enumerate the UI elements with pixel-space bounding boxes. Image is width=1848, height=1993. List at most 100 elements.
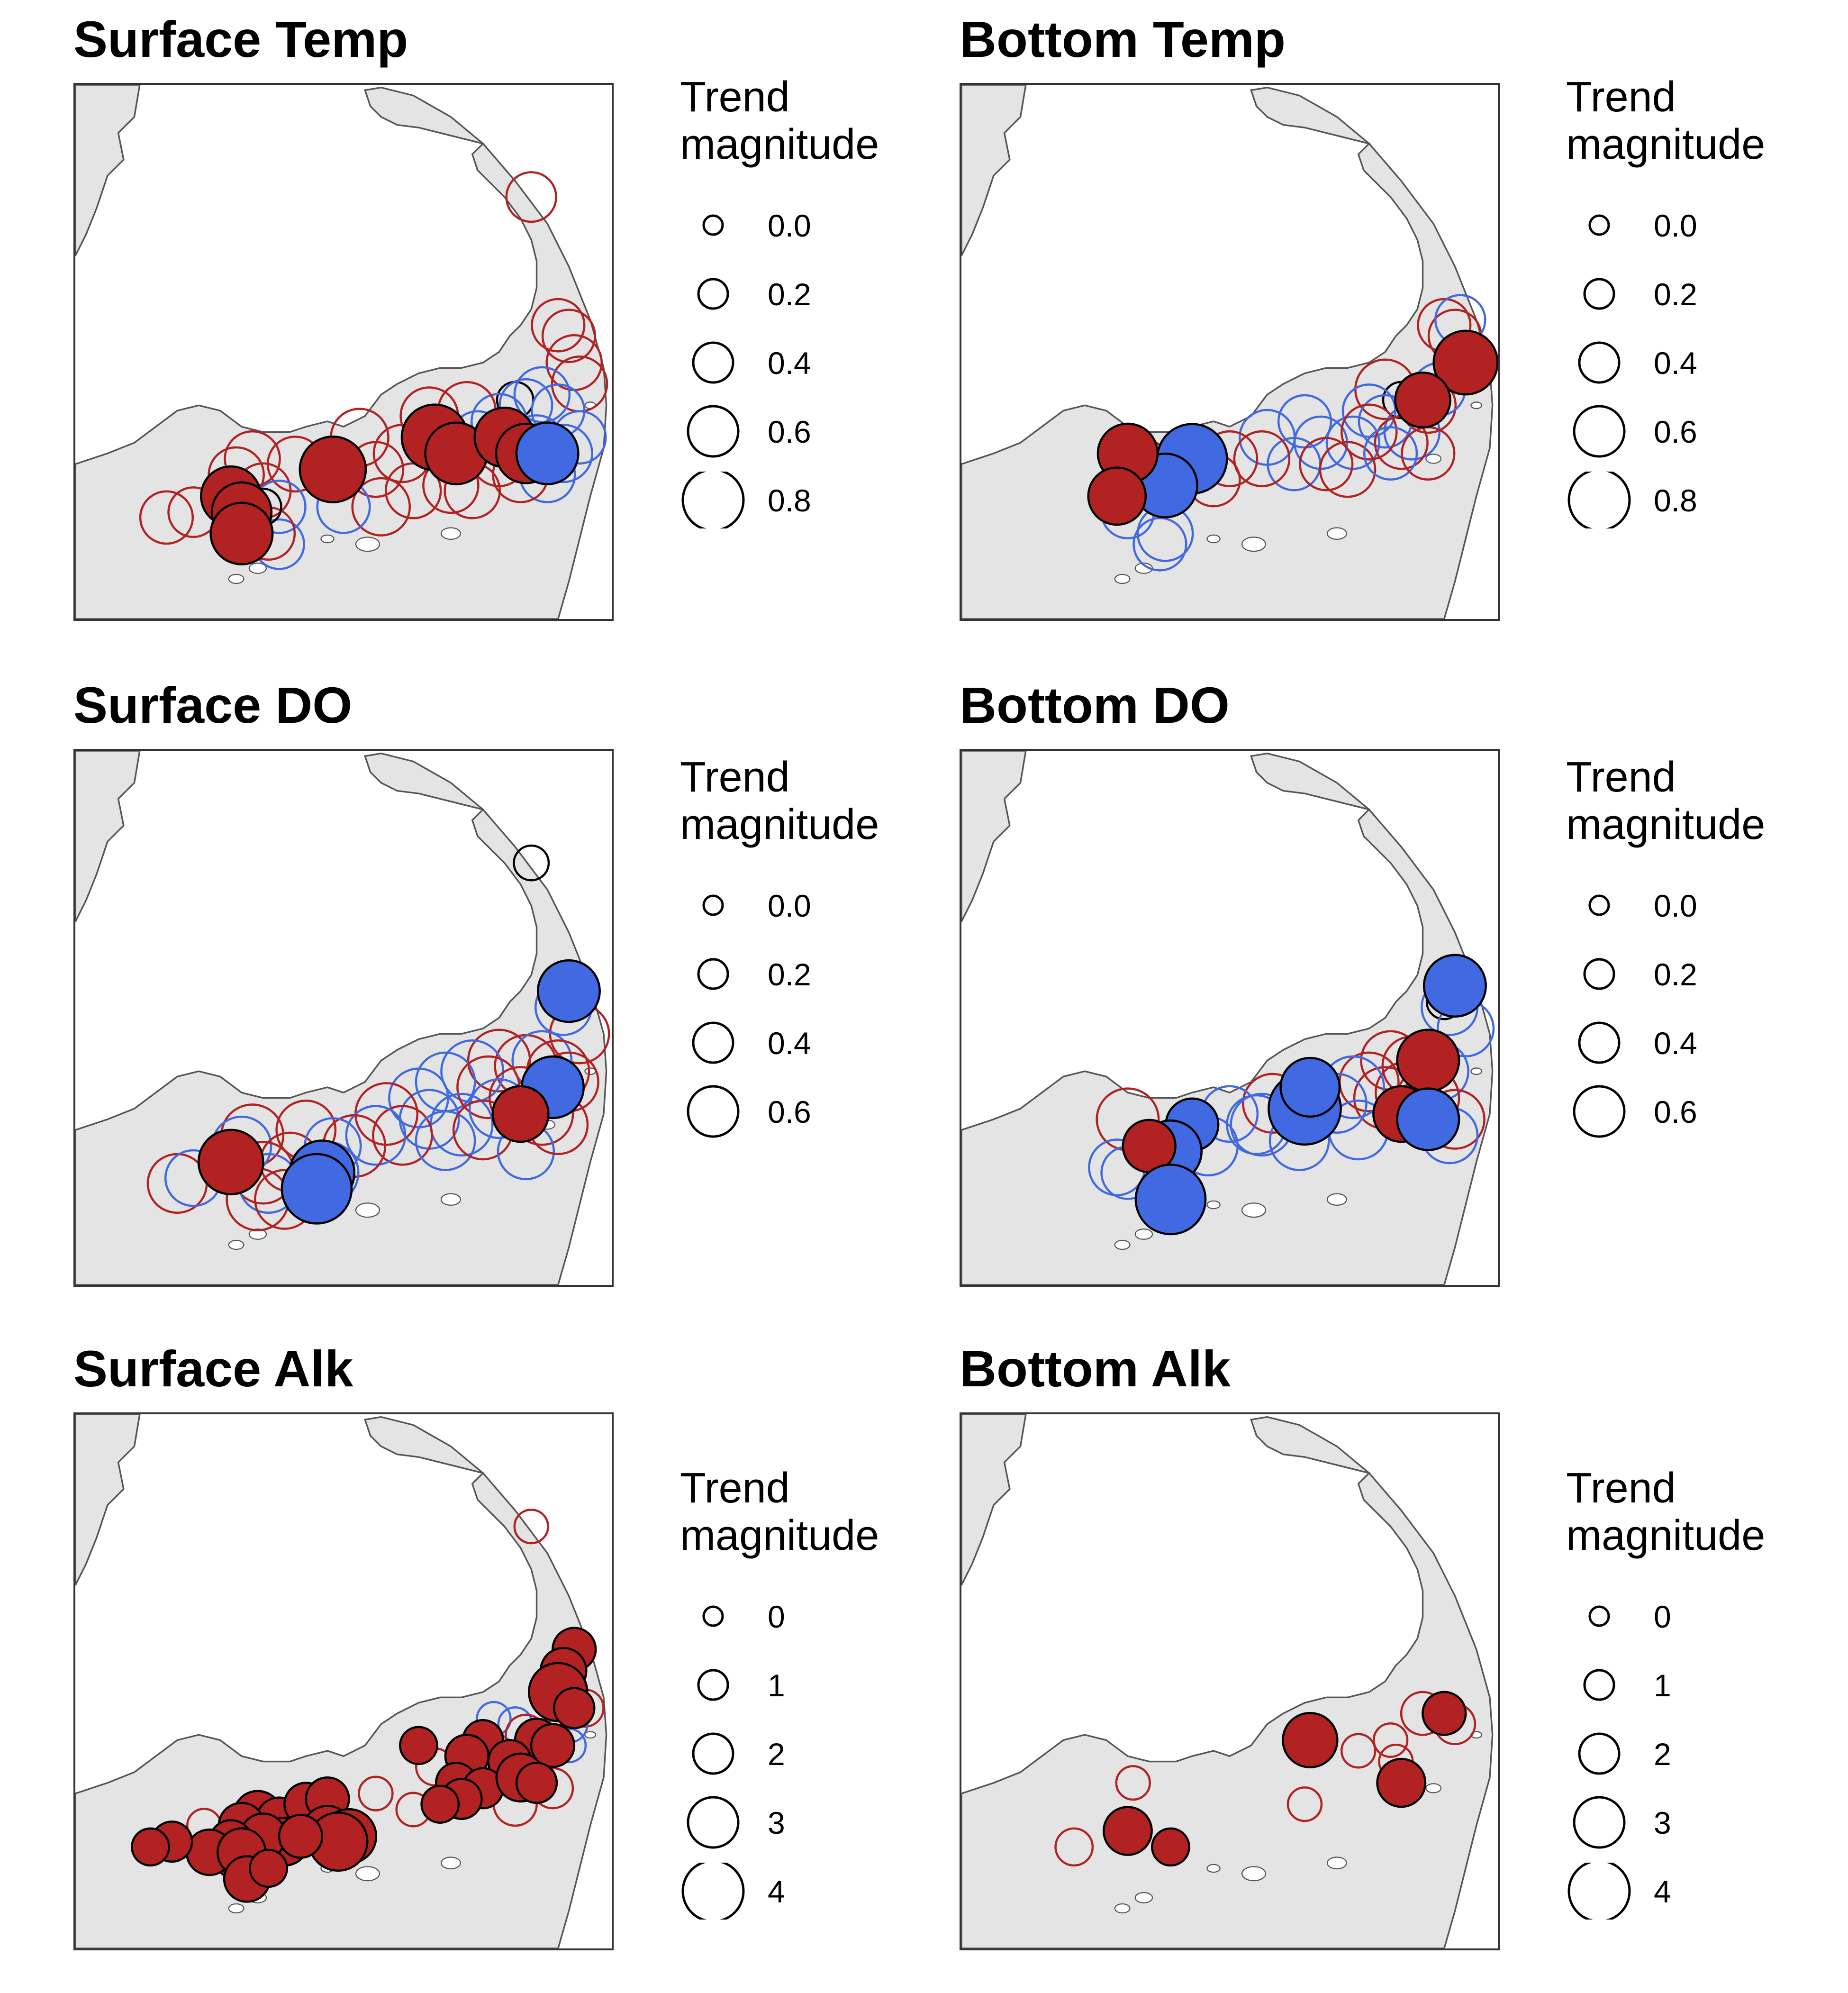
legend-value: 0.0	[1654, 888, 1697, 923]
legend-value: 0.4	[1654, 346, 1697, 381]
legend-symbol	[1588, 894, 1610, 916]
mainland-shore	[961, 85, 1027, 256]
pond	[228, 1239, 245, 1250]
legend-title-line1: Trend	[1566, 73, 1676, 121]
legend-item: 0.6	[1566, 403, 1803, 460]
legend-item: 0.6	[680, 403, 917, 460]
legend-symbol	[1567, 1863, 1631, 1920]
legend-item: 0.4	[680, 334, 917, 391]
legend-item: 0.8	[680, 472, 917, 528]
legend-circle	[1583, 958, 1615, 990]
cape-cod-land	[961, 86, 1494, 619]
site-point	[1282, 1711, 1339, 1768]
pond	[1134, 1892, 1153, 1903]
legend: Trend magnitude 0 1 2 3 4	[680, 1465, 917, 1920]
legend-symbol	[697, 278, 729, 310]
legend-item: 0.4	[1566, 1014, 1803, 1071]
legend-value: 0.4	[1654, 1026, 1697, 1061]
pond	[248, 562, 267, 574]
site-point	[1341, 403, 1398, 461]
legend-value: 4	[1654, 1874, 1671, 1909]
legend-value: 1	[1654, 1668, 1671, 1703]
legend-circle	[692, 1021, 734, 1064]
legend-symbol	[681, 1863, 745, 1920]
legend-symbol	[1573, 1085, 1626, 1138]
legend-item: 0.2	[680, 265, 917, 322]
legend-item: 0.4	[680, 1014, 917, 1071]
legend-symbol	[1573, 1796, 1626, 1849]
site-point	[1319, 441, 1377, 498]
legend-item: 1	[1566, 1656, 1803, 1713]
legend-circle	[697, 278, 729, 310]
site-point	[505, 171, 557, 223]
site-point	[139, 490, 194, 545]
site-point	[531, 298, 586, 353]
site-point	[1422, 954, 1487, 1018]
site-point	[358, 1775, 394, 1811]
site-point	[372, 1105, 433, 1166]
legend: Trend magnitude 0.0 0.2 0.4 0.6 0.8	[1566, 73, 1803, 528]
legend-value: 0.2	[768, 957, 811, 992]
legend-symbol	[692, 1021, 734, 1064]
legend-item: 4	[680, 1863, 917, 1920]
site-point	[1087, 466, 1147, 526]
pond	[1241, 1202, 1266, 1218]
site-point	[536, 959, 601, 1023]
legend: Trend magnitude 0.0 0.2 0.4 0.6 0.8	[680, 73, 917, 528]
site-point	[249, 1848, 288, 1888]
map-frame	[960, 83, 1500, 621]
legend: Trend magnitude 0.0 0.2 0.4 0.6	[680, 754, 917, 1138]
site-point	[1299, 437, 1354, 491]
legend-symbol	[687, 1085, 740, 1138]
pond	[1326, 1856, 1347, 1869]
mainland-shore	[961, 751, 1027, 922]
cape-cod-land	[961, 1416, 1494, 1948]
site-point	[513, 844, 550, 882]
map-svg	[75, 751, 610, 1285]
site-point	[278, 1813, 324, 1859]
legend-circle	[681, 472, 745, 528]
legend-value: 0.8	[1654, 483, 1697, 518]
legend-circle	[1588, 894, 1610, 916]
site-point	[345, 1105, 407, 1166]
legend-title-line2: magnitude	[1566, 1512, 1766, 1559]
legend-circle	[697, 958, 729, 990]
legend-title-line1: Trend	[680, 1465, 790, 1512]
panel-title: Surface DO	[73, 676, 353, 734]
legend-value: 0	[768, 1599, 785, 1634]
legend-value: 3	[1654, 1805, 1671, 1840]
site-point	[1396, 1028, 1460, 1092]
site-point	[513, 1509, 549, 1545]
pond	[1206, 1200, 1221, 1210]
panel-bottom-alk: Bottom Alk Trend magnitude 0 1 2 3 4	[960, 1339, 1841, 1993]
legend-circle	[687, 1796, 740, 1849]
site-point	[515, 421, 580, 485]
site-point	[1422, 1691, 1467, 1736]
legend-symbol	[697, 958, 729, 990]
legend-circle	[681, 1863, 745, 1920]
legend-symbol	[702, 214, 724, 236]
map-svg	[961, 751, 1495, 1285]
site-point	[1340, 1733, 1377, 1769]
legend-circle	[697, 1669, 729, 1701]
legend-symbol	[1583, 958, 1615, 990]
site-point	[1372, 1722, 1409, 1758]
pond	[1114, 573, 1131, 584]
legend-circle	[1588, 214, 1610, 236]
panel-title: Surface Temp	[73, 10, 408, 68]
pond	[584, 1067, 597, 1075]
legend-items: 0.0 0.2 0.4 0.6	[1566, 877, 1803, 1256]
legend-value: 0	[1654, 1599, 1671, 1634]
site-point	[281, 1153, 353, 1225]
legend-value: 0.6	[1654, 414, 1697, 449]
legend-circle	[1578, 1021, 1621, 1064]
mainland-shore	[75, 85, 141, 256]
site-point	[209, 501, 274, 565]
panel-surface-do: Surface DO Trend magnitude 0.0 0.2 0.4 0.6	[73, 675, 955, 1329]
legend-title-line1: Trend	[680, 754, 790, 801]
site-point	[1432, 329, 1498, 396]
legend-value: 0.6	[768, 1094, 811, 1129]
pond	[228, 1903, 245, 1914]
site-point	[1233, 430, 1291, 487]
legend-item: 0.8	[1566, 472, 1803, 528]
